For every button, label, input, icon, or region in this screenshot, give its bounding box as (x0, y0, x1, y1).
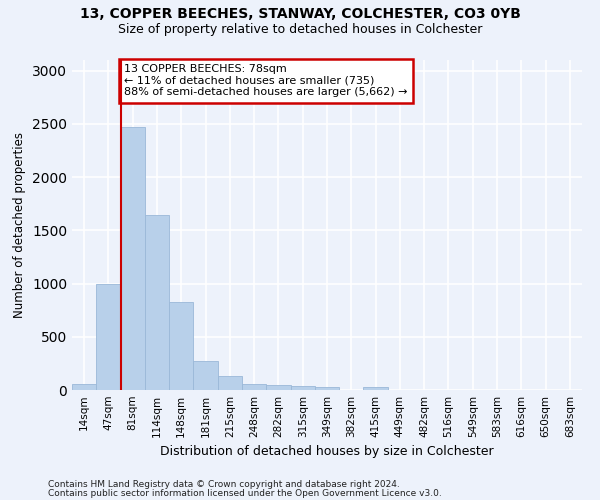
Text: Contains public sector information licensed under the Open Government Licence v3: Contains public sector information licen… (48, 488, 442, 498)
Bar (193, 362, 218, 390)
Bar (145, 216, 169, 390)
Text: 13 COPPER BEECHES: 78sqm
← 11% of detached houses are smaller (735)
88% of semi-: 13 COPPER BEECHES: 78sqm ← 11% of detach… (124, 64, 408, 98)
Bar (96, 284, 121, 390)
Bar (315, 388, 339, 390)
Text: Size of property relative to detached houses in Colchester: Size of property relative to detached ho… (118, 22, 482, 36)
Bar (364, 388, 388, 390)
Bar (266, 384, 290, 390)
Bar (218, 376, 242, 390)
Text: Contains HM Land Registry data © Crown copyright and database right 2024.: Contains HM Land Registry data © Crown c… (48, 480, 400, 489)
Bar (121, 127, 145, 390)
Text: 13, COPPER BEECHES, STANWAY, COLCHESTER, CO3 0YB: 13, COPPER BEECHES, STANWAY, COLCHESTER,… (80, 8, 520, 22)
Bar (290, 386, 315, 390)
Y-axis label: Number of detached properties: Number of detached properties (13, 132, 26, 318)
Bar (72, 384, 96, 390)
Bar (169, 302, 193, 390)
Bar (242, 384, 266, 390)
X-axis label: Distribution of detached houses by size in Colchester: Distribution of detached houses by size … (160, 446, 494, 458)
